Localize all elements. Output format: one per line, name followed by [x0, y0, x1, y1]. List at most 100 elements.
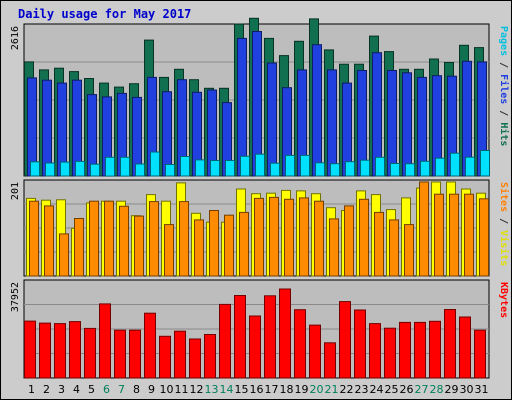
bar-sites-day-29 — [449, 193, 459, 277]
panel-2-max-label: 201 — [10, 182, 21, 200]
x-tick-label-day-2: 2 — [43, 383, 50, 396]
x-tick-label-day-17: 17 — [265, 383, 279, 396]
panel-2-legend: Sites / Visits — [498, 182, 510, 266]
legend-entry: KBytes — [498, 282, 509, 318]
legend-entry: Files — [498, 74, 510, 104]
bar-sites-day-2 — [44, 205, 54, 277]
bar-kbytes-day-24 — [369, 323, 381, 379]
x-tick-label-day-6: 6 — [103, 383, 110, 396]
bar-files-day-26 — [402, 72, 412, 177]
bar-sites-day-15 — [239, 211, 249, 277]
bar-pages-day-2 — [45, 162, 55, 177]
x-tick-label-day-18: 18 — [280, 383, 294, 396]
bar-pages-day-27 — [420, 160, 430, 177]
bar-kbytes-day-25 — [384, 327, 396, 379]
bar-pages-day-5 — [90, 163, 100, 177]
x-tick-label-day-5: 5 — [88, 383, 95, 396]
bar-pages-day-16 — [255, 153, 265, 177]
x-tick-label-day-8: 8 — [133, 383, 140, 396]
x-tick-label-day-29: 29 — [445, 383, 459, 396]
bar-kbytes-day-18 — [279, 288, 291, 379]
bar-sites-day-4 — [74, 218, 84, 277]
bar-kbytes-day-14 — [219, 303, 231, 379]
chart-title: Daily usage for May 2017 — [18, 7, 192, 21]
legend-entry: Hits — [498, 122, 510, 146]
bar-sites-day-28 — [434, 193, 444, 277]
bar-pages-day-23 — [360, 159, 370, 177]
bar-sites-day-25 — [389, 219, 399, 277]
bar-pages-day-13 — [210, 160, 220, 177]
bar-sites-day-17 — [269, 196, 279, 277]
bar-sites-day-30 — [464, 193, 474, 277]
bar-kbytes-day-4 — [69, 321, 81, 379]
bar-sites-day-8 — [134, 215, 144, 277]
bar-sites-day-13 — [209, 210, 219, 277]
bar-pages-day-8 — [135, 163, 145, 177]
bar-kbytes-day-11 — [174, 330, 186, 379]
bar-kbytes-day-1 — [24, 320, 36, 379]
x-tick-label-day-20: 20 — [310, 383, 324, 396]
bar-pages-day-26 — [405, 163, 415, 177]
legend-entry: / — [498, 104, 509, 122]
bar-kbytes-day-5 — [84, 327, 96, 379]
bar-pages-day-4 — [75, 160, 85, 177]
x-tick-label-day-15: 15 — [235, 383, 249, 396]
bar-pages-day-11 — [180, 156, 190, 177]
bar-sites-day-5 — [89, 200, 99, 277]
bar-pages-day-1 — [30, 161, 40, 177]
bar-pages-day-7 — [120, 156, 130, 177]
x-tick-label-day-14: 14 — [220, 383, 234, 396]
bar-pages-day-21 — [330, 163, 340, 177]
bar-sites-day-9 — [149, 201, 159, 277]
bar-kbytes-day-9 — [144, 312, 156, 379]
bar-files-day-15 — [237, 37, 247, 177]
bar-pages-day-22 — [345, 161, 355, 177]
bar-sites-day-16 — [254, 197, 264, 277]
panel-1-max-label: 2616 — [10, 26, 21, 50]
x-tick-label-day-4: 4 — [73, 383, 80, 396]
x-tick-label-day-26: 26 — [400, 383, 414, 396]
legend-entry: Sites — [498, 182, 510, 212]
bar-sites-day-11 — [179, 201, 189, 277]
panel-3-legend: KBytes — [498, 282, 509, 318]
bar-pages-day-30 — [465, 156, 475, 177]
bar-sites-day-12 — [194, 219, 204, 277]
bar-files-day-21 — [327, 69, 337, 177]
bar-kbytes-day-21 — [324, 342, 336, 379]
bar-files-day-20 — [312, 44, 322, 177]
bar-pages-day-6 — [105, 156, 115, 177]
bar-pages-day-31 — [480, 150, 490, 177]
bar-pages-day-18 — [285, 154, 295, 177]
bar-kbytes-day-29 — [444, 309, 456, 379]
bar-pages-day-24 — [375, 156, 385, 177]
x-tick-label-day-23: 23 — [355, 383, 369, 396]
bar-kbytes-day-17 — [264, 295, 276, 379]
bar-sites-day-6 — [104, 200, 114, 277]
bar-files-day-17 — [267, 62, 277, 177]
bar-sites-day-31 — [479, 198, 489, 277]
legend-entry: / — [498, 212, 509, 230]
bar-pages-day-12 — [195, 159, 205, 177]
legend-entry: Visits — [498, 230, 510, 266]
x-tick-label-day-28: 28 — [430, 383, 444, 396]
x-tick-label-day-24: 24 — [370, 383, 384, 396]
bar-kbytes-day-10 — [159, 335, 171, 379]
bar-pages-day-10 — [165, 164, 175, 177]
bar-pages-day-14 — [225, 160, 235, 177]
panel-1-legend: Pages / Files / Hits — [498, 26, 510, 146]
x-tick-label-day-13: 13 — [205, 383, 219, 396]
bar-sites-day-14 — [224, 214, 234, 277]
x-tick-label-day-30: 30 — [460, 383, 474, 396]
x-tick-label-day-11: 11 — [175, 383, 189, 396]
bar-pages-day-20 — [315, 162, 325, 177]
bar-sites-day-19 — [299, 197, 309, 277]
bar-sites-day-27 — [419, 181, 429, 277]
bar-sites-day-3 — [59, 233, 69, 277]
bar-pages-day-19 — [300, 154, 310, 177]
bar-pages-day-15 — [240, 155, 250, 177]
x-tick-label-day-21: 21 — [325, 383, 339, 396]
x-tick-label-day-1: 1 — [28, 383, 35, 396]
bar-kbytes-day-16 — [249, 315, 261, 379]
x-tick-label-day-10: 10 — [160, 383, 174, 396]
